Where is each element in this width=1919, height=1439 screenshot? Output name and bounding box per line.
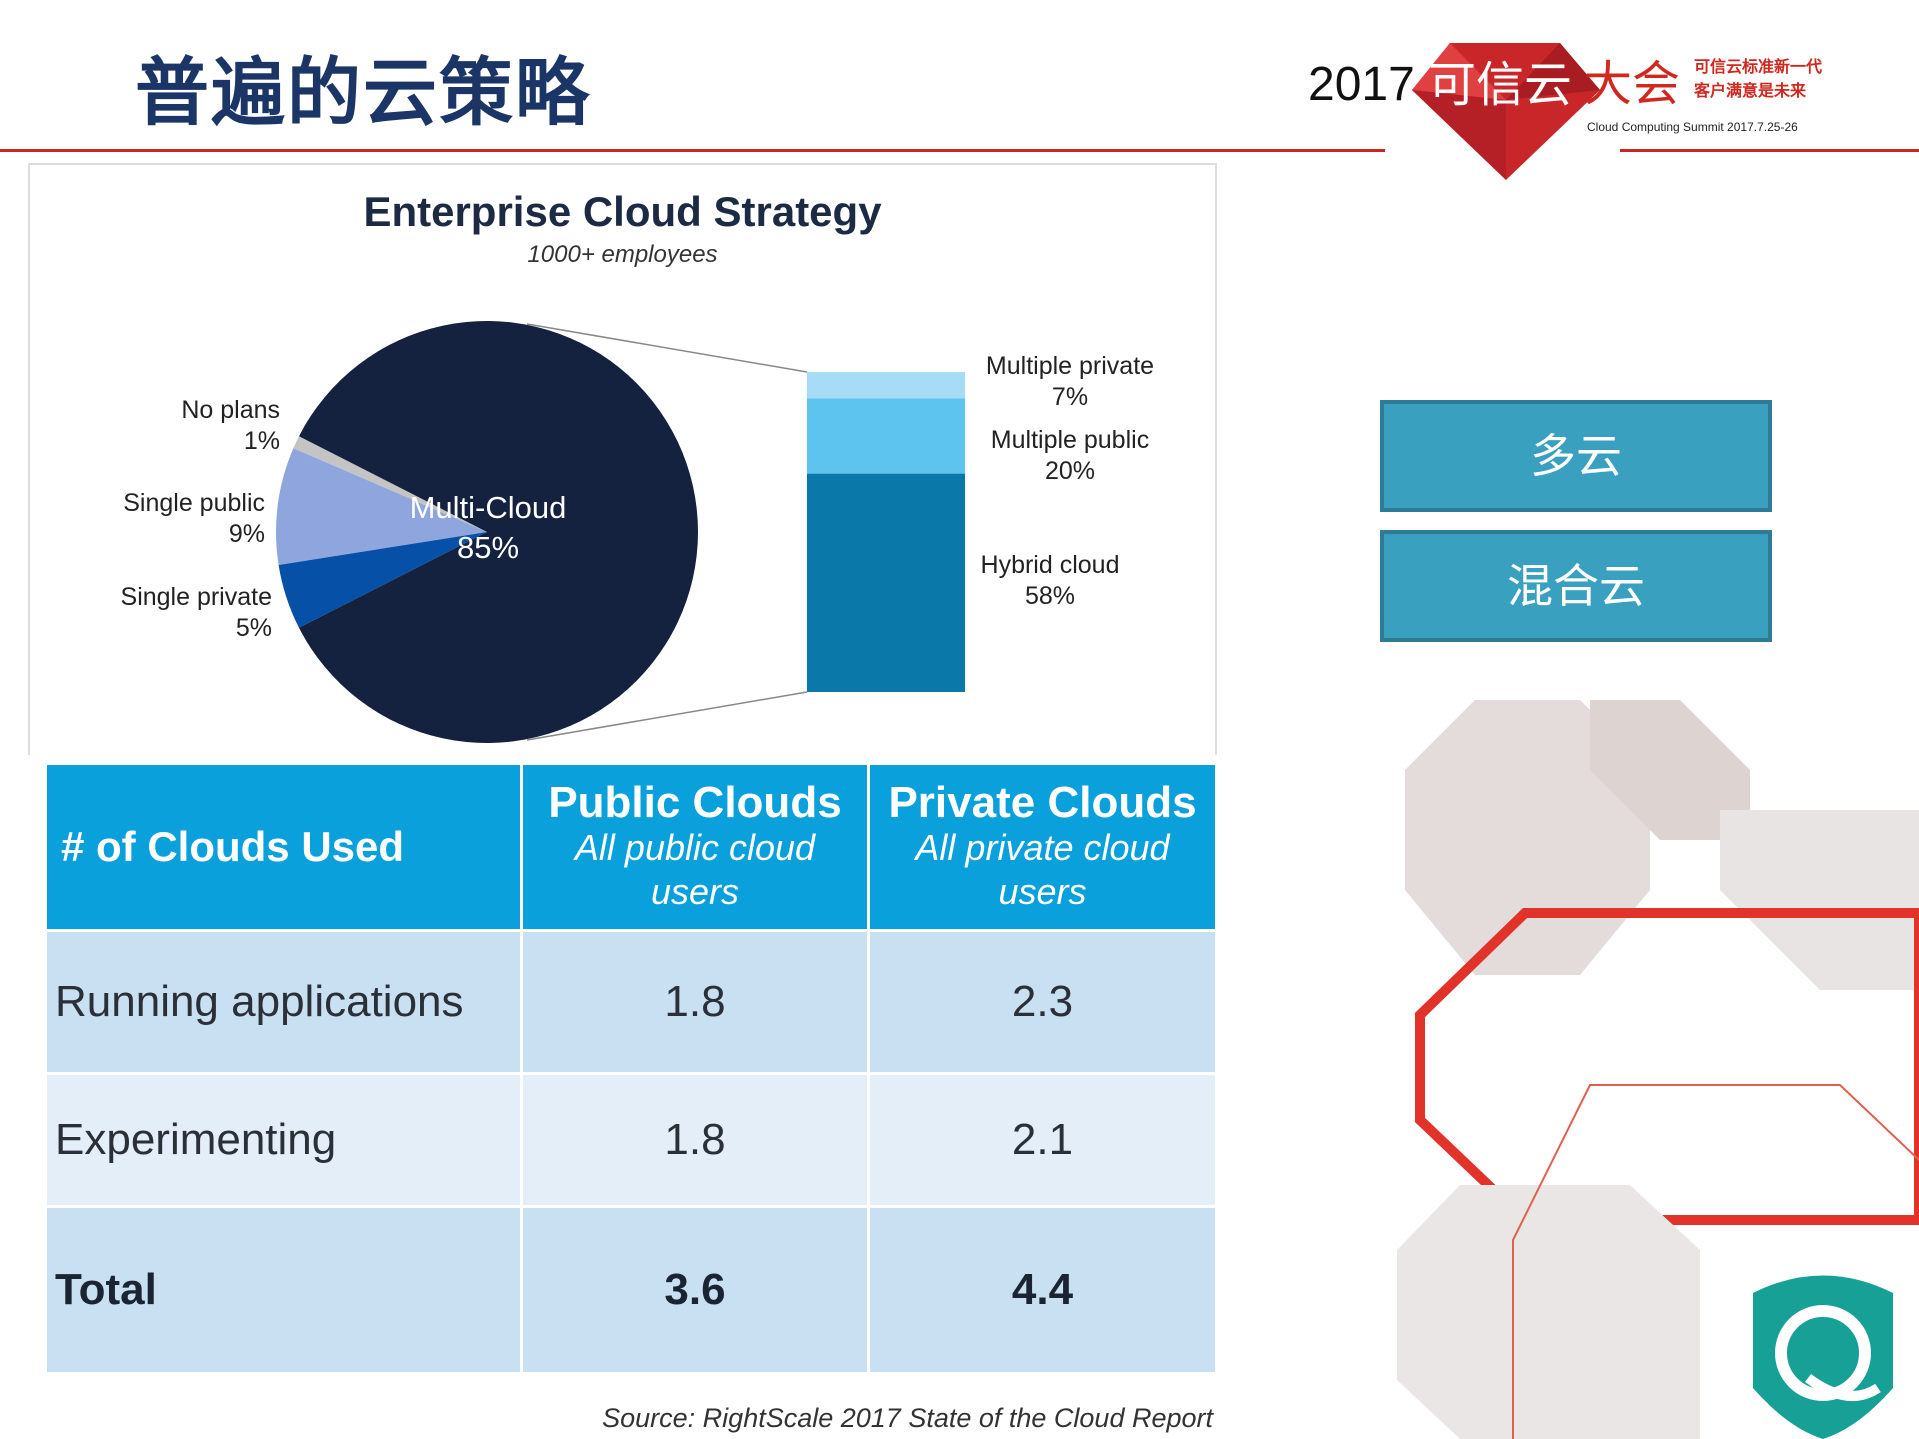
logo-year: 2017 xyxy=(1308,58,1415,111)
connector-line xyxy=(526,691,808,741)
multi-cloud-button[interactable]: 多云 xyxy=(1380,400,1772,512)
table-row-total: Total 3.6 4.4 xyxy=(44,1205,1218,1375)
column-header: Public Clouds All public cloud users xyxy=(520,762,870,932)
logo-name: 可信云 xyxy=(1428,57,1573,113)
table-row: Running applications 1.8 2.3 xyxy=(44,929,1218,1075)
row-label: Total xyxy=(44,1205,523,1375)
cell: 1.8 xyxy=(520,1072,870,1208)
bar-segment-multiple-private xyxy=(807,372,965,399)
cell: 2.1 xyxy=(867,1072,1218,1208)
slice-label-single-public: Single public 9% xyxy=(123,489,265,548)
cell: 1.8 xyxy=(520,929,870,1075)
pie-chart-panel: Enterprise Cloud Strategy 1000+ employee… xyxy=(28,163,1217,755)
q-shield-logo xyxy=(1753,1275,1893,1439)
bar-segment-hybrid-cloud xyxy=(807,473,965,692)
pie-slice-single-public xyxy=(276,448,487,566)
pie-slice-no-plans xyxy=(293,436,487,532)
connector-line xyxy=(526,323,808,373)
hybrid-cloud-button[interactable]: 混合云 xyxy=(1380,530,1772,642)
row-label: Experimenting xyxy=(44,1072,523,1208)
bar-label-multiple-private: Multiple private 7% xyxy=(985,352,1155,411)
pie-slice-multi-cloud xyxy=(298,321,698,744)
logo-subtitle: Cloud Computing Summit 2017.7.25-26 xyxy=(1587,120,1798,134)
decorative-octagons xyxy=(1397,700,1919,1439)
clouds-used-table: # of Clouds Used Public Clouds All public… xyxy=(44,762,1218,1375)
logo-diamond xyxy=(1412,43,1600,180)
table-header-row: # of Clouds Used Public Clouds All public… xyxy=(44,762,1218,932)
slice-label-multi-cloud: Multi-Cloud 85% xyxy=(409,490,567,565)
table-row: Experimenting 1.8 2.1 xyxy=(44,1072,1218,1208)
column-header: Private Clouds All private cloud users xyxy=(867,762,1218,932)
slice-label-single-private: Single private 5% xyxy=(120,583,272,642)
logo-slogan: 可信云标准新一代 客户满意是未来 xyxy=(1694,59,1823,100)
header-divider xyxy=(1620,149,1919,152)
row-label: Running applications xyxy=(44,929,523,1075)
chart-title: Enterprise Cloud Strategy xyxy=(363,188,882,235)
column-header: # of Clouds Used xyxy=(44,762,523,932)
chart-subtitle: 1000+ employees xyxy=(527,241,718,268)
page-title: 普遍的云策略 xyxy=(135,50,591,136)
pie-slice-single-private xyxy=(278,532,487,628)
logo-name-red: 大会 xyxy=(1584,58,1681,111)
bar-label-multiple-public: Multiple public 20% xyxy=(990,426,1150,485)
pie-chart xyxy=(276,321,965,744)
header-divider xyxy=(0,149,1385,152)
bar-segment-multiple-public xyxy=(807,398,965,474)
source-note: Source: RightScale 2017 State of the Clo… xyxy=(602,1403,1213,1433)
cell: 4.4 xyxy=(867,1205,1218,1375)
cell: 2.3 xyxy=(867,929,1218,1075)
slice-label-no-plans: No plans 1% xyxy=(181,396,280,455)
cell: 3.6 xyxy=(520,1205,870,1375)
bar-label-hybrid-cloud: Hybrid cloud 58% xyxy=(980,551,1120,610)
